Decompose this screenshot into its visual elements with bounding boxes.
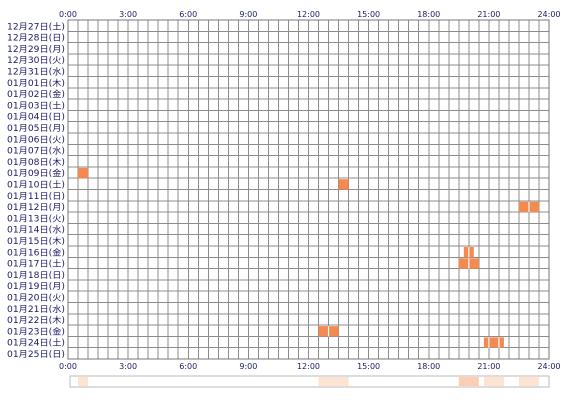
row-date-label: 01月18日(日) (7, 270, 65, 281)
row-date-label: 01月01日(木) (7, 77, 65, 89)
grid-frame (67, 19, 550, 360)
summary-strip-segment (78, 377, 89, 386)
activity-block (338, 179, 349, 190)
row-date-label: 12月31日(水) (7, 66, 65, 78)
bottom-axis-tick-label: 15:00 (357, 362, 380, 371)
summary-strip-segment (483, 377, 504, 386)
row-date-label: 12月29日(月) (7, 44, 65, 55)
bottom-axis-tick-label: 18:00 (417, 362, 440, 371)
bottom-axis-tick-label: 12:00 (297, 362, 320, 371)
top-axis-tick-label: 21:00 (477, 10, 500, 19)
row-date-label: 01月23日(金) (7, 325, 65, 337)
summary-strip-frame (69, 375, 550, 388)
row-date-label: 01月08日(木) (7, 156, 65, 168)
summary-strip-segment (458, 377, 479, 386)
bottom-axis-tick-label: 9:00 (239, 362, 257, 371)
row-date-label: 01月20日(火) (7, 293, 65, 304)
grid (67, 19, 550, 360)
bottom-axis-tick-label: 24:00 (537, 362, 560, 371)
bottom-time-axis: 0:00 3:00 6:00 9:00 12:00 15:00 18:00 21:00 24:0… (59, 362, 561, 371)
bottom-axis-tick-label: 21:00 (477, 362, 500, 371)
row-date-label: 01月15日(木) (7, 235, 65, 247)
row-date-label: 01月24日(土) (7, 337, 65, 349)
top-axis-tick-label: 0:00 (59, 10, 77, 19)
row-date-label: 12月27日(土) (7, 20, 65, 32)
date-labels: 12月27日(土)12月28日(日)12月29日(月)12月30日(火)12月3… (7, 20, 65, 360)
row-date-label: 01月13日(火) (7, 213, 65, 224)
row-date-label: 01月25日(日) (7, 349, 65, 360)
top-axis-tick-label: 18:00 (417, 10, 440, 19)
row-date-label: 01月16日(金) (7, 246, 65, 258)
row-date-label: 01月11日(日) (7, 191, 65, 202)
row-date-label: 01月04日(日) (7, 112, 65, 123)
top-axis-tick-label: 24:00 (537, 10, 560, 19)
bottom-axis-tick-label: 3:00 (119, 362, 137, 371)
bottom-axis-tick-label: 6:00 (179, 362, 197, 371)
row-date-label: 01月03日(土) (7, 99, 65, 111)
row-date-label: 12月30日(火) (7, 55, 65, 66)
bottom-axis-tick-label: 0:00 (59, 362, 77, 371)
top-axis-tick-label: 6:00 (179, 10, 197, 19)
row-date-label: 01月10日(土) (7, 179, 65, 191)
top-time-axis: 0:00 3:00 6:00 9:00 12:00 15:00 18:00 21:00 24:0… (59, 10, 561, 19)
top-axis-tick-label: 12:00 (297, 10, 320, 19)
row-date-label: 01月14日(水) (7, 224, 65, 236)
row-date-label: 01月02日(金) (7, 88, 65, 100)
row-date-label: 01月09日(金) (7, 167, 65, 179)
row-date-label: 01月19日(月) (7, 281, 65, 292)
activity-blocks (78, 167, 539, 348)
row-date-label: 01月07日(水) (7, 145, 65, 157)
top-axis-tick-label: 9:00 (239, 10, 257, 19)
summary-strip-segment (318, 377, 349, 386)
summary-strip (69, 375, 550, 388)
row-date-label: 01月21日(水) (7, 303, 65, 315)
row-date-label: 01月22日(木) (7, 314, 65, 326)
summary-strip-segment (518, 377, 539, 386)
activity-block (483, 337, 504, 348)
top-axis-tick-label: 15:00 (357, 10, 380, 19)
top-axis-tick-label: 3:00 (119, 10, 137, 19)
row-date-label: 01月06日(火) (7, 134, 65, 145)
row-date-label: 12月28日(日) (7, 33, 65, 44)
row-date-label: 01月05日(月) (7, 123, 65, 134)
row-date-label: 01月17日(土) (7, 258, 65, 270)
activity-block (78, 167, 89, 179)
row-date-label: 01月12日(月) (7, 202, 65, 213)
